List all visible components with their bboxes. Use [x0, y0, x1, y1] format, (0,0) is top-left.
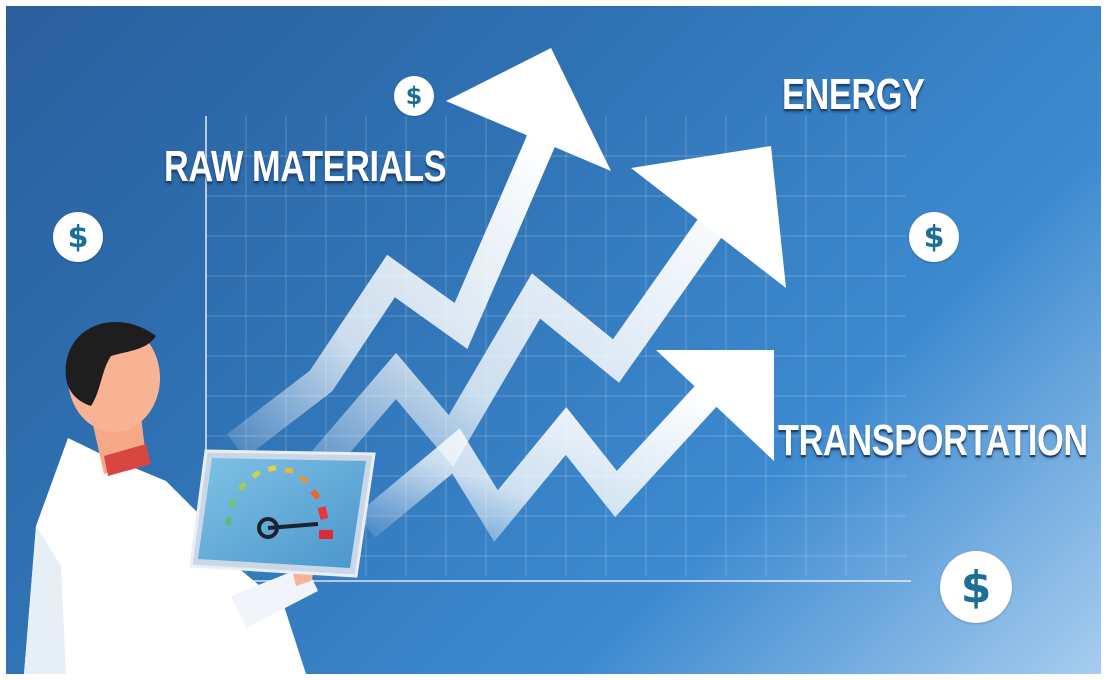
transportation-label: TRANSPORTATION — [778, 416, 1088, 465]
dollar-coin-icon: $ — [53, 212, 103, 262]
dollar-symbol: $ — [405, 82, 423, 110]
energy-label: ENERGY — [782, 70, 925, 119]
dollar-symbol: $ — [923, 219, 945, 255]
dollar-coin-icon: $ — [909, 212, 959, 262]
tablet-device[interactable] — [189, 449, 376, 578]
illustration-frame: RAW MATERIALS ENERGY TRANSPORTATION $ $ … — [6, 6, 1101, 674]
background-grid — [205, 116, 906, 576]
businessman-figure — [24, 321, 318, 674]
raw-materials-label: RAW MATERIALS — [164, 142, 447, 191]
dollar-coin-icon: $ — [940, 551, 1012, 623]
dollar-symbol: $ — [67, 219, 89, 255]
dollar-coin-icon: $ — [394, 76, 434, 116]
energy-arrow — [294, 146, 786, 491]
speedometer-gauge — [225, 465, 333, 539]
illustration-scene — [24, 48, 911, 674]
dollar-symbol: $ — [960, 561, 992, 613]
raw-materials-arrow — [226, 48, 611, 458]
transportation-arrow — [356, 350, 774, 542]
